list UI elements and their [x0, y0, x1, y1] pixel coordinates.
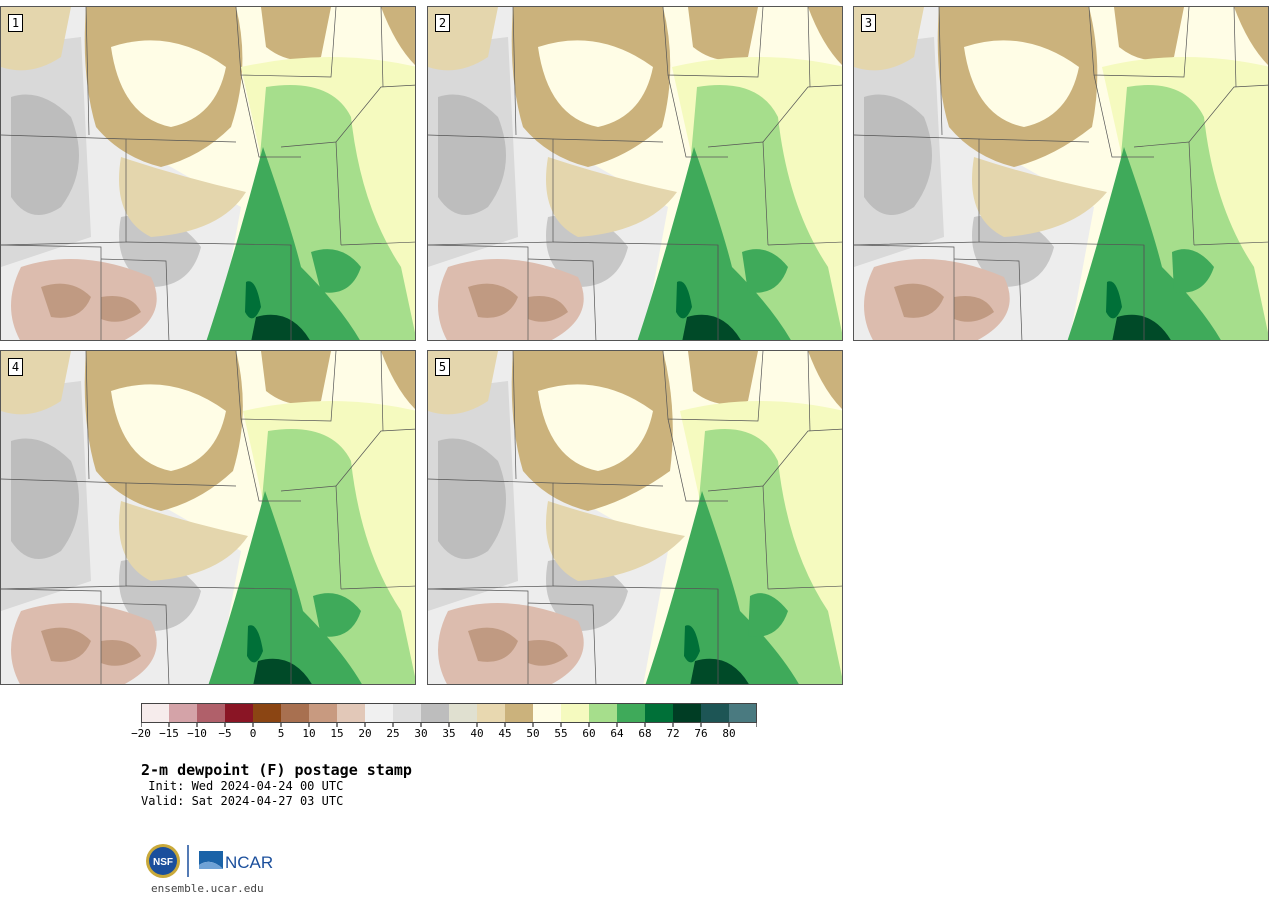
dewpoint-map-2 [428, 7, 842, 340]
colorbar-swatch [561, 703, 589, 723]
colorbar-swatch [197, 703, 225, 723]
map-panel-4: 4 [0, 350, 416, 685]
website-link[interactable]: ensemble.ucar.edu [151, 882, 264, 895]
colorbar-tick-label: 68 [638, 727, 652, 740]
colorbar-tick-label: 64 [610, 727, 624, 740]
colorbar-swatch [589, 703, 617, 723]
panel-number: 4 [8, 358, 23, 376]
panel-number: 1 [8, 14, 23, 32]
map-panel-2: 2 [427, 6, 843, 341]
colorbar-swatch [309, 703, 337, 723]
colorbar-tick-label: 10 [302, 727, 316, 740]
dewpoint-map-5 [428, 351, 842, 684]
map-panel-3: 3 [853, 6, 1269, 341]
colorbar-swatch [225, 703, 253, 723]
dewpoint-map-1 [1, 7, 415, 340]
map-panel-5: 5 [427, 350, 843, 685]
colorbar-swatch [281, 703, 309, 723]
colorbar-swatch [673, 703, 701, 723]
colorbar-swatch [477, 703, 505, 723]
colorbar-tick-label: −20 [131, 727, 151, 740]
colorbar-tick-label: −10 [187, 727, 207, 740]
logos: NSF NCAR [145, 843, 285, 879]
colorbar-tick-label: 55 [554, 727, 568, 740]
colorbar-tick-label: 25 [386, 727, 400, 740]
colorbar-swatch [365, 703, 393, 723]
colorbar-swatch [253, 703, 281, 723]
colorbar-swatch [337, 703, 365, 723]
colorbar-tick-label: 5 [277, 727, 285, 740]
colorbar-swatch [729, 703, 757, 723]
colorbar-tick-label: −15 [159, 727, 179, 740]
colorbar-tick-label: 0 [249, 727, 257, 740]
ncar-logo-icon: NCAR [199, 851, 273, 872]
panel-number: 3 [861, 14, 876, 32]
colorbar-tick-labels: −20 −15 −10 −5 0 5 10 15 20 25 30 35 40 45 50 55 60 64 68 7… [131, 727, 781, 743]
panel-number: 5 [435, 358, 450, 376]
colorbar-swatch [505, 703, 533, 723]
svg-text:NSF: NSF [153, 857, 173, 868]
colorbar-tick-label: 76 [694, 727, 708, 740]
colorbar-swatch [617, 703, 645, 723]
colorbar-tick-label: 72 [666, 727, 680, 740]
colorbar-tick-label: 45 [498, 727, 512, 740]
colorbar [141, 703, 757, 727]
colorbar-swatch [701, 703, 729, 723]
colorbar-tick-label: 40 [470, 727, 484, 740]
colorbar-swatch [533, 703, 561, 723]
colorbar-tick-label: 80 [722, 727, 736, 740]
colorbar-tick-label: 50 [526, 727, 540, 740]
svg-text:NCAR: NCAR [225, 853, 273, 872]
dewpoint-map-3 [854, 7, 1268, 340]
colorbar-tick-label: 15 [330, 727, 344, 740]
colorbar-tick-label: 20 [358, 727, 372, 740]
valid-time: Valid: Sat 2024-04-27 03 UTC [141, 794, 344, 808]
colorbar-tick-label: 35 [442, 727, 456, 740]
page-title: 2-m dewpoint (F) postage stamp [141, 761, 412, 779]
colorbar-swatch [141, 703, 169, 723]
map-panel-1: 1 [0, 6, 416, 341]
colorbar-swatch [393, 703, 421, 723]
nsf-ncar-logos: NSF NCAR [146, 844, 273, 878]
colorbar-tick-label: −5 [218, 727, 232, 740]
colorbar-swatch [449, 703, 477, 723]
nsf-logo-icon: NSF [146, 844, 180, 878]
init-time: Init: Wed 2024-04-24 00 UTC [141, 779, 344, 793]
colorbar-swatch [169, 703, 197, 723]
colorbar-tick-label: 30 [414, 727, 428, 740]
panel-number: 2 [435, 14, 450, 32]
colorbar-swatch [645, 703, 673, 723]
colorbar-swatch [421, 703, 449, 723]
dewpoint-map-4 [1, 351, 415, 684]
colorbar-tick-label: 60 [582, 727, 596, 740]
